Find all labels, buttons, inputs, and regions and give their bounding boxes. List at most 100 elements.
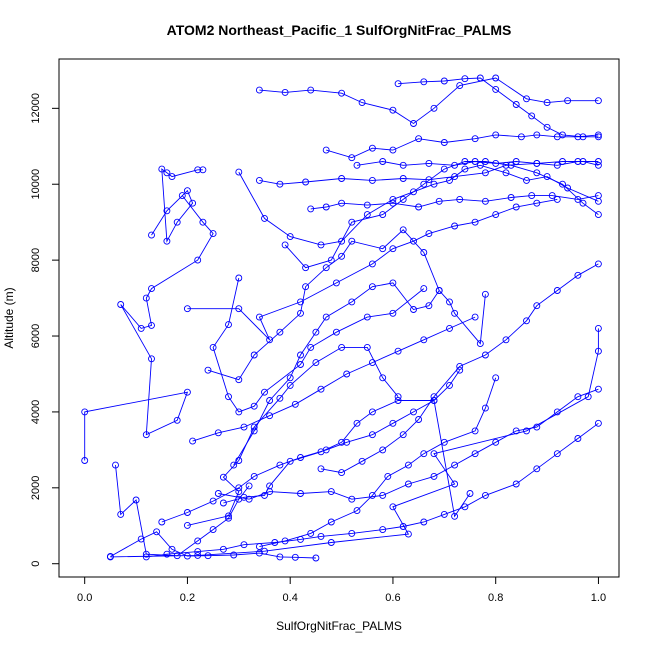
data-point — [368, 283, 376, 291]
x-tick-label: 0.0 — [77, 592, 92, 604]
data-point — [219, 499, 227, 507]
data-point — [420, 450, 428, 458]
data-point — [348, 495, 356, 503]
data-point — [553, 287, 561, 294]
data-point — [430, 104, 438, 112]
data-point — [481, 158, 489, 165]
data-point — [451, 222, 459, 230]
data-point — [317, 532, 325, 540]
data-point — [461, 158, 469, 165]
data-point — [353, 161, 361, 169]
data-point — [492, 438, 500, 446]
data-point — [250, 427, 258, 435]
series-line — [398, 77, 599, 138]
data-point — [399, 175, 407, 182]
data-point — [214, 490, 222, 497]
data-point — [117, 510, 125, 518]
data-point — [399, 195, 407, 203]
data-point — [502, 169, 510, 177]
data-point — [512, 158, 520, 165]
data-point — [255, 176, 263, 184]
data-point — [158, 518, 166, 526]
data-point — [481, 491, 489, 499]
data-point — [415, 203, 423, 211]
x-tick-label: 0.6 — [385, 592, 400, 604]
data-point — [379, 526, 387, 534]
data-point — [332, 279, 340, 287]
data-point — [235, 168, 243, 176]
data-point — [594, 260, 602, 268]
data-point — [168, 545, 176, 553]
y-axis: 0 2000 4000 6000 8000 10000 12000 — [30, 93, 60, 567]
data-point — [440, 510, 448, 518]
data-point — [574, 393, 582, 401]
y-tick-label: 2000 — [30, 476, 42, 500]
data-point — [235, 274, 243, 282]
data-point — [235, 457, 243, 464]
data-point — [189, 199, 197, 207]
data-point — [322, 446, 330, 454]
data-point — [410, 120, 417, 127]
data-point — [410, 188, 417, 196]
chart-title: ATOM2 Northeast_Pacific_1 SulfOrgNitFrac… — [167, 22, 512, 38]
series-line — [115, 465, 250, 557]
data-point — [456, 195, 464, 203]
data-point — [481, 197, 489, 205]
data-point — [523, 95, 530, 103]
y-tick-label: 4000 — [30, 400, 42, 424]
data-point — [81, 408, 89, 416]
data-point — [199, 166, 207, 174]
data-point — [574, 158, 582, 165]
data-point — [559, 131, 566, 139]
data-point — [163, 169, 171, 177]
data-point — [446, 324, 453, 332]
data-point — [451, 512, 459, 520]
data-point — [476, 74, 484, 82]
series-line — [207, 229, 486, 381]
data-point — [394, 347, 402, 355]
data-point — [394, 393, 402, 401]
data-point — [225, 393, 232, 401]
data-point — [338, 438, 346, 446]
data-point — [461, 503, 469, 511]
series-line — [320, 263, 599, 474]
data-point — [322, 203, 330, 211]
series-line — [259, 77, 599, 125]
data-point — [230, 551, 238, 559]
data-point — [199, 218, 207, 226]
y-axis-label: Altitude (m) — [2, 287, 16, 348]
data-point — [594, 131, 602, 139]
series-line — [84, 195, 214, 461]
series-line — [110, 328, 599, 558]
data-point — [533, 131, 541, 139]
data-point — [502, 336, 510, 344]
series-line — [233, 282, 440, 466]
data-point — [574, 435, 582, 442]
data-point — [276, 180, 284, 188]
series-line — [238, 164, 599, 246]
data-point — [492, 374, 500, 382]
data-point — [533, 302, 541, 310]
data-point — [543, 173, 551, 181]
series-line — [212, 277, 425, 413]
data-point — [481, 290, 489, 298]
data-point — [132, 496, 140, 504]
data-point — [594, 161, 602, 169]
data-point — [389, 106, 397, 114]
data-point — [297, 309, 304, 317]
data-point — [250, 402, 258, 410]
data-point — [163, 207, 171, 215]
data-point — [553, 450, 561, 458]
data-point — [594, 419, 602, 427]
data-point — [178, 192, 186, 200]
data-point — [471, 218, 479, 226]
data-point — [481, 351, 489, 359]
data-point — [451, 309, 459, 317]
data-point — [523, 176, 530, 184]
data-point — [543, 99, 551, 107]
data-point — [420, 249, 428, 256]
data-point — [523, 317, 530, 325]
data-point — [523, 427, 530, 435]
data-point — [261, 214, 268, 222]
y-tick-label: 12000 — [30, 93, 42, 124]
